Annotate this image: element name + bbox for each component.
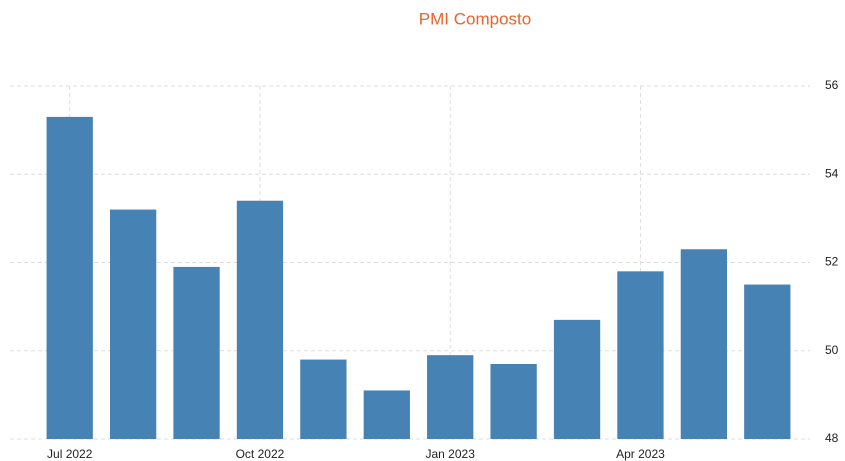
y-tick-label: 52 <box>825 255 839 269</box>
y-tick-label: 50 <box>825 343 839 357</box>
y-tick-label: 48 <box>825 431 839 445</box>
bar <box>236 200 284 439</box>
bar <box>427 355 474 439</box>
bar <box>680 249 728 439</box>
x-tick-label: Jul 2022 <box>47 447 93 461</box>
bar <box>46 116 93 439</box>
y-tick-label: 56 <box>825 78 839 92</box>
bar <box>300 359 347 439</box>
bar <box>490 363 537 439</box>
x-tick-label: Apr 2023 <box>616 447 665 461</box>
chart-title: PMI Composto <box>419 9 531 28</box>
x-tick-label: Oct 2022 <box>236 447 285 461</box>
bar <box>553 319 601 439</box>
bar <box>109 209 157 439</box>
bar <box>363 390 410 439</box>
x-tick-label: Jan 2023 <box>426 447 476 461</box>
bar <box>744 284 791 439</box>
bar <box>173 266 220 439</box>
y-tick-label: 54 <box>825 166 839 180</box>
bar <box>617 271 664 439</box>
